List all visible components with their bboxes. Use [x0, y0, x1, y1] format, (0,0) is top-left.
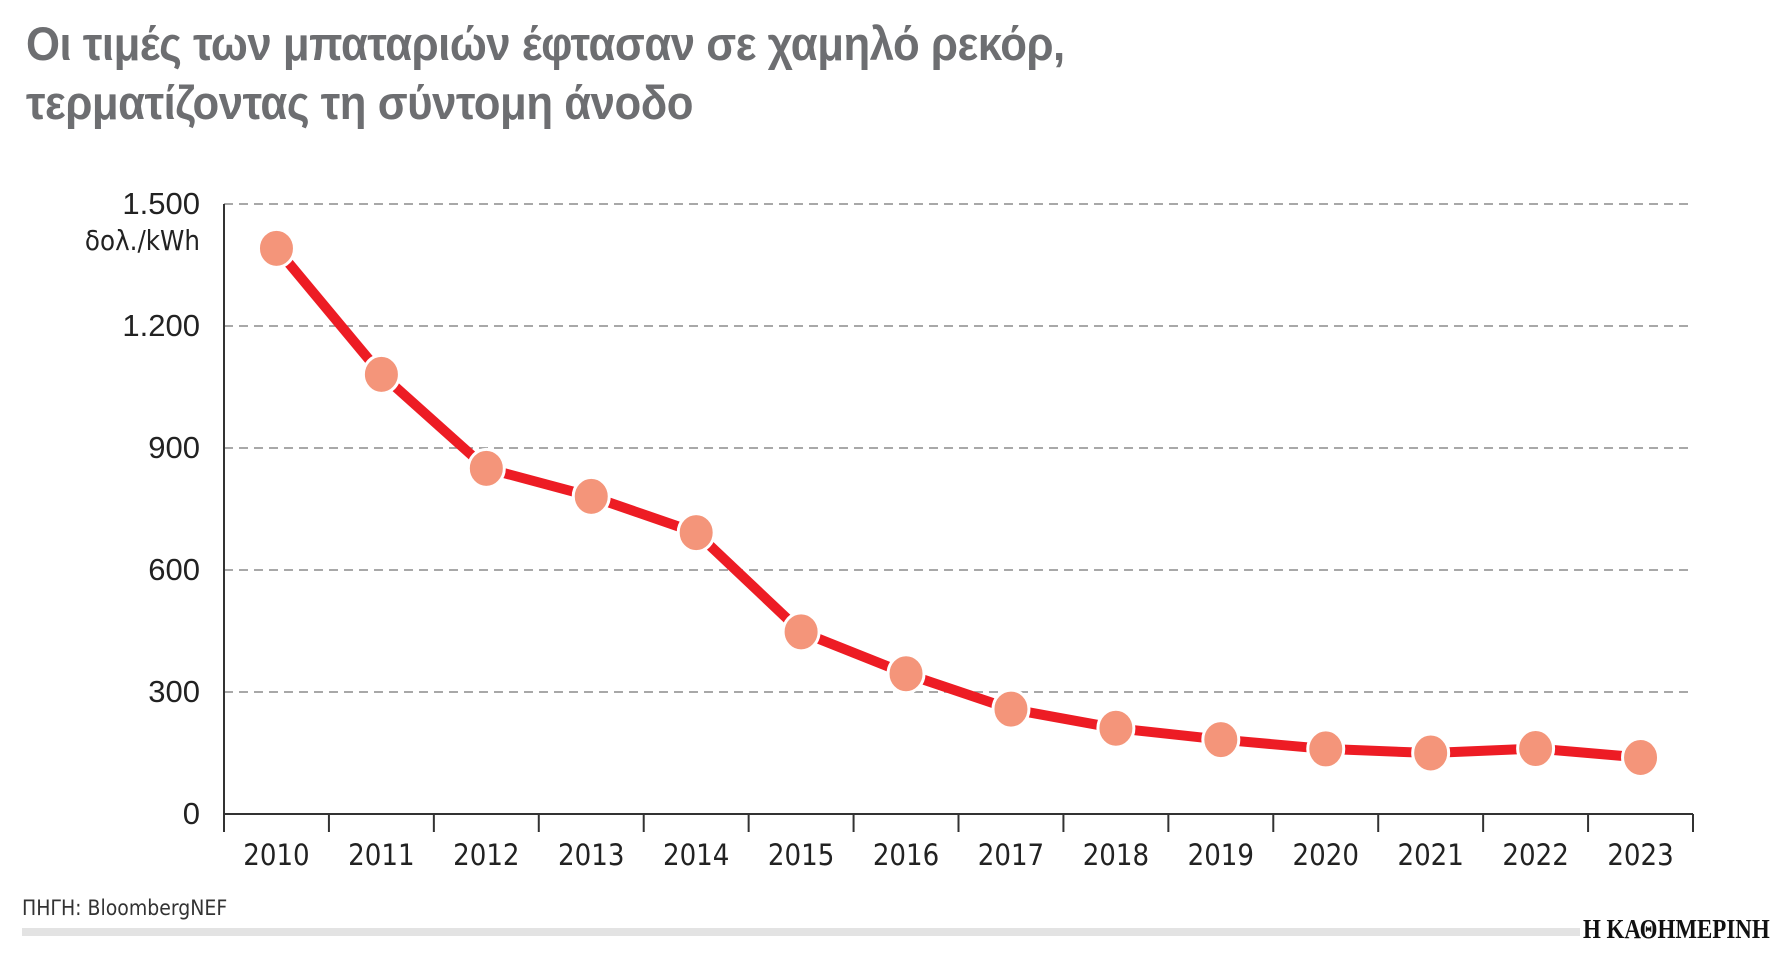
- x-tick-label: 2012: [453, 838, 519, 873]
- line-segment: [378, 370, 490, 473]
- x-tick-label: 2013: [558, 838, 624, 873]
- publisher-logo: Η ΚΑΘΗΜΕΡΙΝΗ: [1583, 914, 1770, 944]
- y-tick-label: 600: [148, 552, 200, 587]
- data-point-2010: [256, 227, 296, 269]
- data-point-2018: [1096, 707, 1136, 749]
- y-tick-label: 300: [148, 674, 200, 709]
- data-point-2011: [361, 353, 401, 395]
- title-line-2: τερματίζοντας τη σύντομη άνοδο: [26, 76, 693, 129]
- axes: [223, 204, 1694, 832]
- line-segment: [692, 528, 805, 636]
- data-point-2016: [886, 653, 926, 695]
- x-tick-label: 2010: [243, 838, 309, 873]
- data-point-2013: [571, 475, 611, 517]
- data-point-2012: [466, 447, 506, 489]
- x-tick-label: 2016: [873, 838, 939, 873]
- x-tick-label: 2022: [1502, 838, 1568, 873]
- data-point-2014: [676, 512, 716, 554]
- y-tick-label: 900: [148, 430, 200, 465]
- x-tick-label: 2019: [1188, 838, 1254, 873]
- data-point-2020: [1306, 728, 1346, 770]
- x-tick-label: 2015: [768, 838, 834, 873]
- x-tick-labels: 2010 2011 2012 2013 2014 2015 2016 2017 2018 2019…: [243, 838, 1673, 873]
- y-tick-labels: 0 300 600 900 1.200 1.500: [122, 186, 200, 831]
- gridlines: [224, 203, 1693, 693]
- data-point-2021: [1411, 732, 1451, 774]
- y-axis-unit-label: δολ./kWh: [85, 226, 200, 258]
- title-line-1: Οι τιμές των μπαταριών έφτασαν σε χαμηλό…: [26, 17, 1065, 70]
- chart-title: Οι τιμές των μπαταριών έφτασαν σε χαμηλό…: [26, 14, 1065, 132]
- line-segment: [272, 245, 386, 378]
- y-tick-label: 0: [183, 796, 200, 831]
- x-tick-label: 2011: [348, 838, 414, 873]
- footer-bar: [22, 928, 1580, 936]
- series-line: [272, 245, 1641, 763]
- y-tick-label: 1.500: [122, 186, 200, 221]
- data-point-2019: [1201, 719, 1241, 761]
- data-point-2017: [991, 688, 1031, 730]
- data-point-2015: [781, 611, 821, 653]
- data-point-2022: [1516, 728, 1556, 770]
- x-tick-label: 2023: [1607, 838, 1673, 873]
- x-tick-label: 2021: [1397, 838, 1463, 873]
- series-points: [256, 227, 1661, 778]
- x-tick-label: 2018: [1083, 838, 1149, 873]
- x-tick-label: 2020: [1293, 838, 1359, 873]
- source-note: ΠΗΓΗ: BloombergNEF: [22, 896, 228, 920]
- y-tick-label: 1.200: [122, 308, 200, 343]
- x-tick-label: 2017: [978, 838, 1044, 873]
- data-point-2023: [1621, 736, 1661, 778]
- x-tick-label: 2014: [663, 838, 729, 873]
